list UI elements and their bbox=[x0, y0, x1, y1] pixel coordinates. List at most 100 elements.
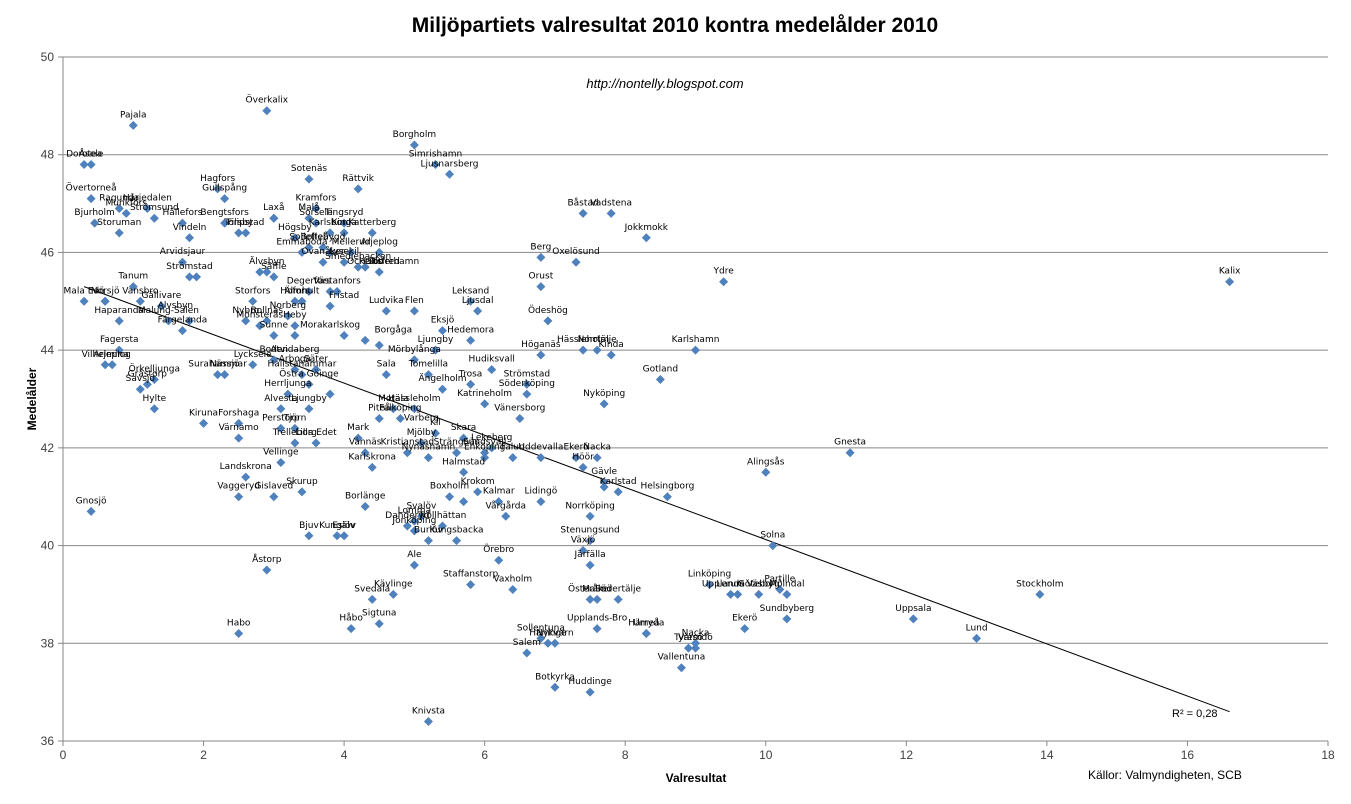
data-point bbox=[466, 296, 476, 306]
data-point bbox=[262, 316, 272, 326]
point-label: Övertorneå bbox=[66, 183, 117, 194]
data-point bbox=[100, 360, 110, 370]
data-point bbox=[234, 228, 244, 238]
point-label: Nynäshamn bbox=[402, 443, 456, 453]
data-point bbox=[641, 233, 651, 243]
data-point bbox=[683, 643, 693, 653]
point-label: Sundbyberg bbox=[760, 604, 814, 614]
data-point bbox=[592, 594, 602, 604]
data-point bbox=[768, 541, 778, 551]
data-point bbox=[290, 321, 300, 331]
point-label: Nyköping bbox=[583, 389, 625, 399]
point-label: Boxholm bbox=[430, 482, 469, 492]
data-point bbox=[339, 257, 349, 267]
y-tick-label: 44 bbox=[41, 343, 55, 357]
point-label: Pajala bbox=[120, 110, 147, 120]
point-label: Vilhelmina bbox=[82, 350, 129, 360]
point-label: Gävle bbox=[591, 467, 617, 477]
x-axis-title: Valresultat bbox=[666, 771, 727, 785]
data-point bbox=[430, 345, 440, 355]
data-point bbox=[381, 370, 391, 380]
point-label: Salem bbox=[513, 638, 541, 648]
point-label: Bjuv bbox=[299, 521, 319, 531]
data-point bbox=[522, 648, 532, 658]
data-point bbox=[599, 399, 609, 409]
point-label: Högsby bbox=[278, 223, 312, 233]
data-point bbox=[156, 301, 166, 311]
data-point bbox=[522, 379, 532, 389]
data-point bbox=[297, 247, 307, 257]
data-point bbox=[325, 287, 335, 297]
data-point bbox=[269, 355, 279, 365]
point-label: Överkalix bbox=[246, 95, 289, 106]
point-label: Ängelholm bbox=[418, 373, 466, 384]
y-tick-label: 50 bbox=[41, 50, 55, 64]
point-label: Nacka bbox=[583, 443, 611, 453]
point-label: Strömstad bbox=[166, 262, 212, 272]
point-label: Hällefors bbox=[163, 208, 203, 218]
point-label: Vaxholm bbox=[493, 575, 532, 585]
point-label: Göteborg bbox=[738, 579, 780, 589]
data-point bbox=[585, 511, 595, 521]
data-point bbox=[613, 594, 623, 604]
data-point bbox=[79, 159, 89, 169]
data-point bbox=[269, 492, 279, 502]
data-point bbox=[592, 453, 602, 463]
data-point bbox=[135, 296, 145, 306]
data-point bbox=[304, 287, 314, 297]
data-point bbox=[248, 360, 258, 370]
data-point bbox=[297, 296, 307, 306]
point-label: Heby bbox=[283, 311, 307, 321]
point-label: Hultsfred bbox=[359, 257, 400, 267]
point-label: Svedala bbox=[354, 584, 390, 594]
chart-title: Miljöpartiets valresultat 2010 kontra me… bbox=[412, 14, 938, 37]
point-label: Kramfors bbox=[296, 193, 337, 203]
data-points bbox=[79, 106, 1235, 726]
data-point bbox=[599, 477, 609, 487]
x-tick-label: 18 bbox=[1321, 748, 1335, 762]
data-point bbox=[606, 350, 616, 360]
point-label: Vellinge bbox=[263, 448, 299, 458]
point-label: Smedjebacken bbox=[325, 252, 391, 262]
data-point bbox=[691, 643, 700, 653]
point-label: Ludvika bbox=[369, 296, 404, 306]
data-point bbox=[234, 418, 244, 428]
data-point bbox=[290, 233, 300, 243]
point-label: Fristad bbox=[329, 291, 359, 301]
data-point bbox=[972, 633, 982, 643]
data-point bbox=[438, 326, 447, 336]
point-label: Åstorp bbox=[252, 553, 282, 565]
point-label: Habo bbox=[227, 619, 251, 629]
data-point bbox=[367, 228, 377, 238]
point-label: Nybro bbox=[232, 306, 259, 316]
point-label: Karlshamn bbox=[672, 335, 720, 345]
x-tick-label: 14 bbox=[1040, 748, 1054, 762]
data-point bbox=[128, 120, 138, 130]
data-point bbox=[177, 257, 187, 267]
point-label: Ale bbox=[407, 550, 422, 560]
data-point bbox=[452, 448, 462, 458]
point-label: Ljusnarsberg bbox=[421, 159, 479, 169]
data-point bbox=[466, 580, 476, 590]
point-label: Norrköping bbox=[565, 501, 615, 511]
data-point bbox=[487, 443, 497, 453]
point-label: Kinda bbox=[331, 218, 356, 228]
point-label: Flen bbox=[405, 296, 424, 306]
data-point bbox=[149, 374, 159, 384]
data-point bbox=[466, 335, 476, 345]
point-label: Bengtsfors bbox=[200, 208, 249, 218]
data-point bbox=[290, 438, 300, 448]
point-label: Danderyd bbox=[385, 511, 429, 521]
point-label: Malung-Sälen bbox=[138, 306, 199, 316]
point-label: Härryda bbox=[628, 619, 664, 629]
point-label: Karlstad bbox=[600, 477, 637, 487]
data-point bbox=[487, 365, 497, 375]
data-point bbox=[459, 467, 469, 477]
point-label: Munkfors bbox=[106, 198, 148, 208]
data-point bbox=[269, 213, 279, 223]
point-label: Vaggeryd bbox=[217, 482, 260, 492]
point-label: Säter bbox=[304, 355, 328, 365]
point-label: Trelleborg bbox=[272, 428, 317, 438]
data-point bbox=[585, 594, 595, 604]
